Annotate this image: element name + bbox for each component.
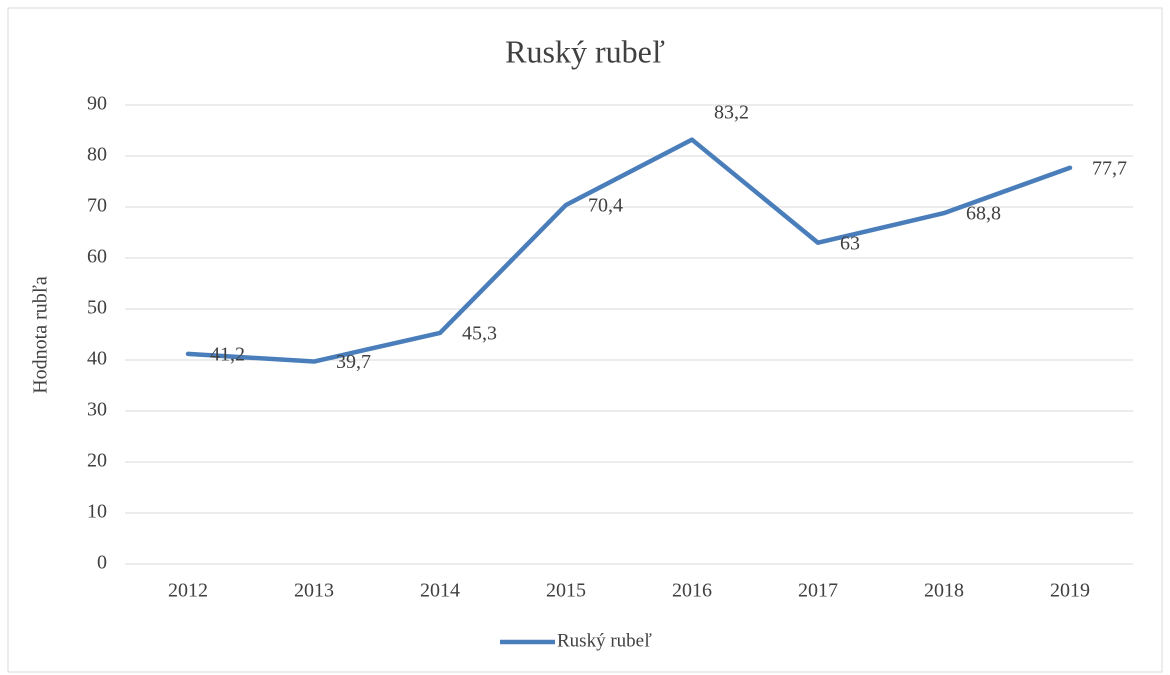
data-label: 63	[840, 232, 860, 254]
series-line	[185, 137, 1073, 364]
y-tick-label: 60	[87, 246, 107, 268]
x-tick-label: 2015	[546, 580, 586, 602]
x-tick-label: 2013	[294, 580, 334, 602]
data-label: 70,4	[588, 195, 623, 217]
legend-label: Ruský rubeľ	[557, 630, 652, 651]
y-axis-label: Hodnota rubľa	[30, 276, 52, 394]
y-tick-label: 50	[87, 297, 107, 319]
x-tick-label: 2014	[420, 580, 460, 602]
data-label: 83,2	[714, 101, 749, 123]
y-tick-label: 20	[87, 450, 107, 472]
data-label: 77,7	[1092, 157, 1127, 179]
x-tick-label: 2017	[798, 580, 838, 602]
chart-title: Ruský rubeľ	[505, 33, 665, 69]
x-tick-label: 2016	[672, 580, 712, 602]
data-label: 68,8	[966, 203, 1001, 225]
y-tick-label: 70	[87, 195, 107, 217]
x-tick-label: 2018	[924, 580, 964, 602]
x-tick-label: 2019	[1050, 580, 1090, 602]
y-tick-label: 0	[97, 552, 107, 574]
data-label: 45,3	[462, 323, 497, 345]
y-tick-label: 80	[87, 144, 107, 166]
y-tick-label: 90	[87, 93, 107, 115]
data-label: 41,2	[210, 343, 245, 365]
y-tick-label: 10	[87, 501, 107, 523]
x-tick-label: 2012	[168, 580, 208, 602]
chart-border	[7, 7, 1163, 673]
y-tick-label: 30	[87, 399, 107, 421]
data-label: 39,7	[336, 351, 371, 373]
y-tick-label: 40	[87, 348, 107, 370]
